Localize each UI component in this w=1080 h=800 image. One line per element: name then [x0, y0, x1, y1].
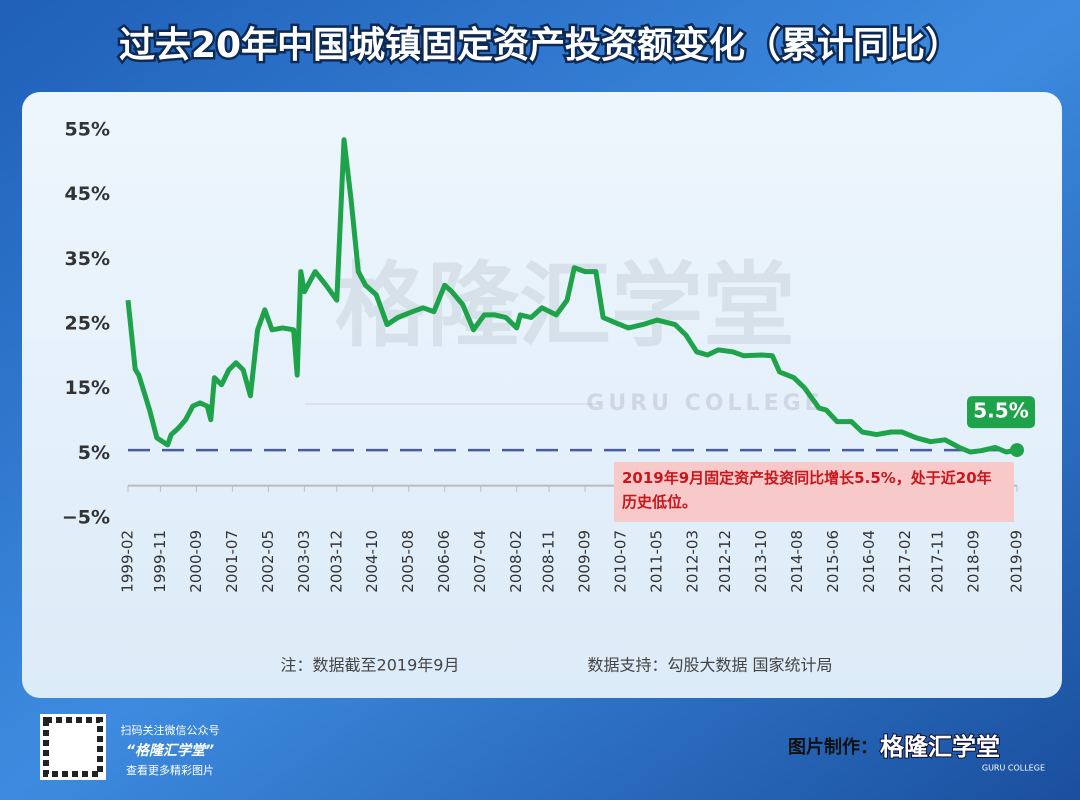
footer-account: “格隆汇学堂”: [126, 742, 214, 759]
x-tick-label: 1999-11: [151, 530, 169, 593]
qr-code: [40, 714, 106, 780]
y-tick-label: 25%: [65, 313, 110, 335]
x-tick-label: 2012-03: [684, 530, 702, 593]
line: [125, 137, 1018, 455]
y-tick-label: 5%: [78, 442, 110, 464]
end-point: [1010, 443, 1024, 458]
x-tick-label: 2014-08: [788, 530, 806, 593]
footer-credit: 图片制作：: [788, 736, 878, 758]
x-tick-label: 2015-06: [824, 530, 842, 593]
footer-scan: 扫码关注微信公众号: [121, 723, 220, 737]
x-tick-label: 2002-05: [259, 530, 277, 593]
panel: [22, 92, 1062, 698]
footer-more: 查看更多精彩图片: [126, 763, 214, 777]
x-tick-label: 2009-09: [576, 530, 594, 593]
x-tick-label: 2017-11: [928, 530, 946, 593]
end-label: 5.5%: [973, 399, 1028, 423]
x-tick-label: 2008-02: [507, 530, 525, 593]
x-tick-label: 1999-02: [119, 530, 137, 593]
x-tick-label: 2003-12: [327, 530, 345, 593]
y-tick-label: 45%: [65, 183, 110, 205]
x-tick-label: 2008-11: [540, 530, 558, 593]
x-tick-label: 2006-06: [435, 530, 453, 593]
x-tick-label: 2003-03: [295, 530, 313, 593]
x-tick-label: 2017-02: [896, 530, 914, 593]
x-tick-label: 2005-08: [399, 530, 417, 593]
chart-title: 过去20年中国城镇固定资产投资额变化（累计同比）: [119, 24, 961, 66]
y-tick-label: 15%: [65, 377, 110, 399]
footer-brand: 格隆汇学堂: [880, 733, 1000, 761]
x-tick-label: 2010-07: [612, 530, 630, 593]
note: 注：数据截至2019年9月: [281, 656, 460, 675]
x-tick-label: 2004-10: [363, 530, 381, 593]
source: 数据支持：勾股大数据 国家统计局: [587, 656, 832, 675]
y-tick-label: 55%: [65, 119, 110, 141]
annotation: 2019年9月固定资产投资同比增长5.5%，处于近20年历史低位。: [614, 462, 1014, 522]
x-tick-label: 2019-09: [1008, 530, 1026, 593]
x-tick-label: 2016-04: [860, 530, 878, 593]
x-tick-label: 2012-12: [716, 530, 734, 593]
x-tick-label: 2000-09: [187, 530, 205, 593]
x-tick-label: 2007-04: [471, 530, 489, 593]
watermark-sub: GURU COLLEGE: [586, 391, 823, 416]
y-tick-label: 35%: [65, 248, 110, 270]
x-tick-label: 2011-05: [648, 530, 666, 593]
end-label-box: [967, 396, 1035, 429]
x-tick-label: 2001-07: [223, 530, 241, 593]
x-tick-label: 2013-10: [752, 530, 770, 593]
footer-brand-sub: GURU COLLEGE: [982, 764, 1045, 773]
qr-pattern: [43, 717, 103, 777]
y-tick-label: −5%: [62, 507, 110, 529]
x-tick-label: 2018-09: [964, 530, 982, 593]
